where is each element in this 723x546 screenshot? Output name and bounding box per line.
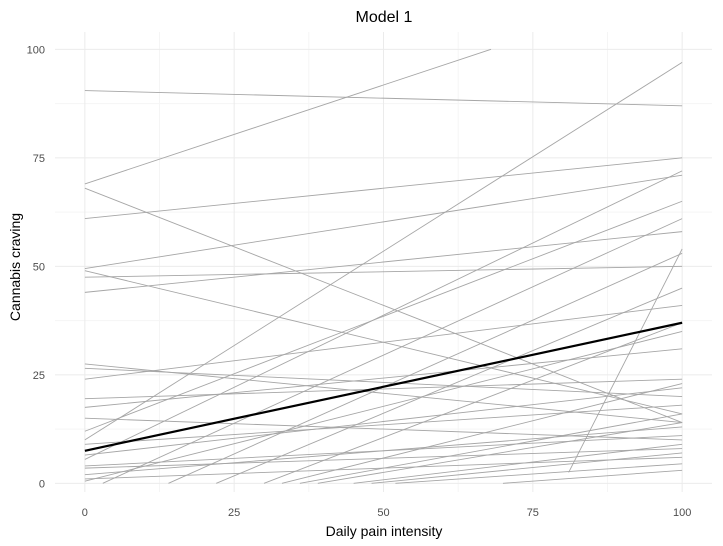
y-tick-label: 100 bbox=[27, 44, 45, 56]
individual-line bbox=[371, 452, 683, 484]
individual-line bbox=[317, 422, 683, 484]
individual-line bbox=[84, 231, 683, 293]
individual-line bbox=[84, 174, 683, 269]
x-axis-ticks: 0 25 50 75 100 bbox=[82, 507, 692, 519]
individual-line bbox=[84, 61, 683, 441]
x-tick-label: 25 bbox=[228, 507, 240, 519]
individual-line bbox=[84, 187, 683, 423]
y-axis-ticks: 0 25 50 75 100 bbox=[27, 44, 45, 490]
x-tick-label: 100 bbox=[673, 507, 691, 519]
average-line-group bbox=[84, 321, 683, 452]
individual-line bbox=[102, 218, 683, 484]
individual-line bbox=[84, 417, 683, 441]
individual-line bbox=[84, 48, 492, 185]
individual-line bbox=[84, 404, 683, 445]
individual-line bbox=[84, 90, 683, 107]
average-line bbox=[84, 321, 683, 452]
x-tick-label: 50 bbox=[377, 507, 389, 519]
individual-line bbox=[281, 383, 683, 484]
individual-line bbox=[502, 469, 683, 484]
y-axis-title: Cannabis craving bbox=[7, 213, 23, 321]
individual-line bbox=[84, 367, 683, 397]
individual-line bbox=[84, 157, 683, 220]
individual-line bbox=[84, 200, 683, 432]
individual-line bbox=[84, 265, 683, 278]
individual-lines bbox=[84, 48, 683, 484]
individual-line bbox=[84, 330, 683, 482]
x-tick-label: 75 bbox=[527, 507, 539, 519]
individual-line bbox=[84, 363, 683, 424]
y-tick-label: 75 bbox=[33, 153, 45, 165]
individual-line bbox=[263, 322, 683, 484]
individual-line bbox=[299, 413, 683, 484]
individual-line bbox=[84, 387, 683, 456]
individual-line bbox=[168, 252, 683, 484]
x-tick-label: 0 bbox=[82, 507, 88, 519]
individual-line bbox=[84, 426, 683, 476]
chart-title: Model 1 bbox=[356, 9, 413, 26]
individual-line bbox=[353, 443, 683, 484]
individual-line bbox=[568, 248, 683, 473]
individual-line bbox=[84, 348, 683, 408]
individual-line bbox=[216, 287, 683, 484]
individual-line bbox=[84, 378, 683, 400]
x-axis-title: Daily pain intensity bbox=[326, 523, 443, 539]
individual-line bbox=[84, 304, 683, 380]
y-tick-label: 50 bbox=[33, 261, 45, 273]
individual-line bbox=[395, 463, 683, 484]
y-tick-label: 25 bbox=[33, 370, 45, 382]
grid-major bbox=[55, 32, 712, 492]
y-tick-label: 0 bbox=[39, 478, 45, 490]
individual-line bbox=[84, 170, 683, 460]
